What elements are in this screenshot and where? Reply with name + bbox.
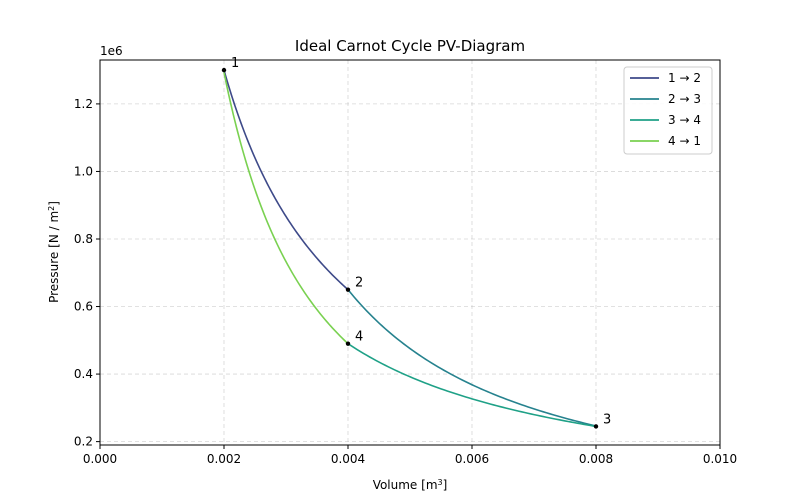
y-tick-label: 0.8 (74, 232, 93, 246)
y-axis-label-main: Pressure [N / m (47, 211, 61, 303)
y-tick-label: 1.2 (74, 97, 93, 111)
y-axis-ticks: 0.2 0.4 0.6 0.8 1.0 1.2 (74, 97, 100, 449)
x-axis-label-superscript: 3 (438, 478, 443, 487)
plot-frame (99, 59, 721, 446)
state-point-4 (345, 341, 351, 346)
y-axis-offset-label: 1e6 (100, 44, 123, 58)
legend: 1 → 2 2 → 3 3 → 4 4 → 1 (623, 66, 713, 155)
y-axis-label-superscript: 2 (47, 206, 56, 211)
legend-entry-2: 2 → 3 (668, 92, 701, 106)
x-tick-label: 0.010 (703, 452, 737, 466)
legend-entry-4: 4 → 1 (668, 134, 701, 148)
series-line-4 (223, 72, 349, 345)
legend-entry-1: 1 → 2 (668, 71, 701, 85)
x-axis-ticks: 0.000 0.002 0.004 0.006 0.008 0.010 (83, 445, 737, 466)
y-tick-label: 0.6 (74, 300, 93, 314)
state-label-3: 3 (603, 412, 611, 427)
x-axis-label-tail: ] (443, 478, 448, 492)
state-point-3 (593, 424, 599, 429)
chart-title: Ideal Carnot Cycle PV-Diagram (295, 37, 525, 55)
series-line-2 (347, 289, 597, 427)
state-point-2 (345, 287, 351, 292)
state-label-4: 4 (355, 330, 363, 345)
x-axis-label: Volume [m3] (373, 478, 448, 493)
state-label-2: 2 (355, 276, 363, 291)
y-tick-label: 0.4 (74, 367, 93, 381)
y-axis-label: Pressure [N / m2] (47, 201, 62, 303)
state-point-1 (221, 67, 227, 73)
x-tick-label: 0.006 (455, 452, 489, 466)
plot-area (100, 60, 720, 445)
x-axis-label-main: Volume [m (373, 478, 438, 492)
state-label-1: 1 (231, 56, 239, 71)
x-tick-label: 0.004 (331, 452, 365, 466)
legend-entry-3: 3 → 4 (668, 113, 701, 127)
series-group (223, 69, 597, 428)
x-tick-label: 0.000 (83, 452, 117, 466)
x-tick-label: 0.008 (579, 452, 613, 466)
legend-frame (623, 66, 713, 155)
x-tick-label: 0.002 (207, 452, 241, 466)
series-line-1 (223, 69, 349, 291)
y-axis-label-tail: ] (47, 201, 61, 206)
state-points: 1 2 3 4 (221, 56, 611, 429)
y-tick-label: 1.0 (74, 164, 93, 178)
y-tick-label: 0.2 (74, 435, 93, 449)
series-line-3 (347, 343, 597, 428)
